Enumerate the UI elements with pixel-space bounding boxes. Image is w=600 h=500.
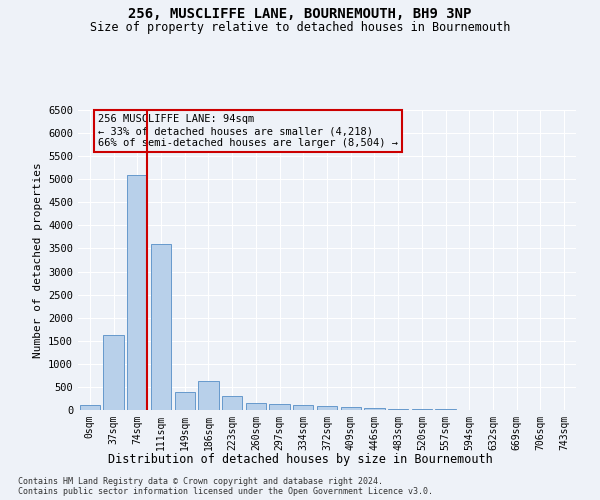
Bar [127, 174, 148, 410]
Bar [341, 407, 361, 410]
Bar [388, 408, 408, 410]
Text: Distribution of detached houses by size in Bournemouth: Distribution of detached houses by size … [107, 452, 493, 466]
Bar [175, 392, 195, 410]
Bar [103, 335, 124, 410]
Bar [269, 404, 290, 410]
Bar [293, 405, 313, 410]
Text: Contains public sector information licensed under the Open Government Licence v3: Contains public sector information licen… [18, 488, 433, 496]
Bar [151, 244, 171, 410]
Bar [222, 396, 242, 410]
Text: 256 MUSCLIFFE LANE: 94sqm
← 33% of detached houses are smaller (4,218)
66% of se: 256 MUSCLIFFE LANE: 94sqm ← 33% of detac… [98, 114, 398, 148]
Bar [364, 408, 385, 410]
Bar [199, 382, 218, 410]
Text: 256, MUSCLIFFE LANE, BOURNEMOUTH, BH9 3NP: 256, MUSCLIFFE LANE, BOURNEMOUTH, BH9 3N… [128, 8, 472, 22]
Bar [317, 406, 337, 410]
Text: Contains HM Land Registry data © Crown copyright and database right 2024.: Contains HM Land Registry data © Crown c… [18, 478, 383, 486]
Y-axis label: Number of detached properties: Number of detached properties [32, 162, 43, 358]
Bar [412, 409, 432, 410]
Bar [246, 403, 266, 410]
Bar [80, 406, 100, 410]
Text: Size of property relative to detached houses in Bournemouth: Size of property relative to detached ho… [90, 21, 510, 34]
